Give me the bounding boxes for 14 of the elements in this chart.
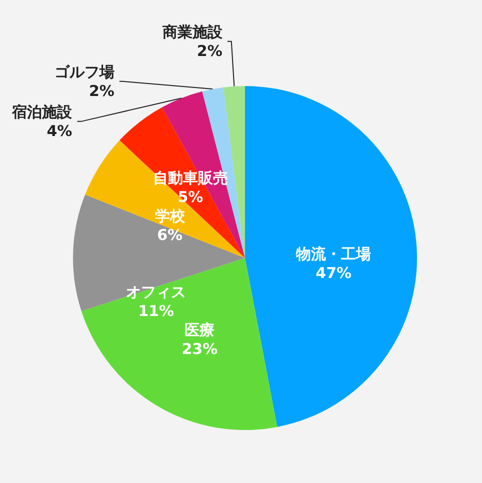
slice-label: 商業施設 [161,22,224,41]
data-label: 6% [157,226,183,244]
data-label: 11% [138,302,174,320]
data-label: 4% [46,122,72,140]
slice-label: 学校 [154,207,186,226]
data-label: 47% [316,264,352,282]
slice-label: 物流・工場 [295,245,372,264]
slice-label: 宿泊施設 [11,102,74,121]
data-label: 2% [196,42,222,60]
data-label: 5% [178,188,204,206]
data-label: 23% [182,340,218,358]
data-label: 2% [88,82,114,100]
slice-label: 医療 [184,321,215,340]
slice-label: ゴルフ場 [54,62,114,81]
